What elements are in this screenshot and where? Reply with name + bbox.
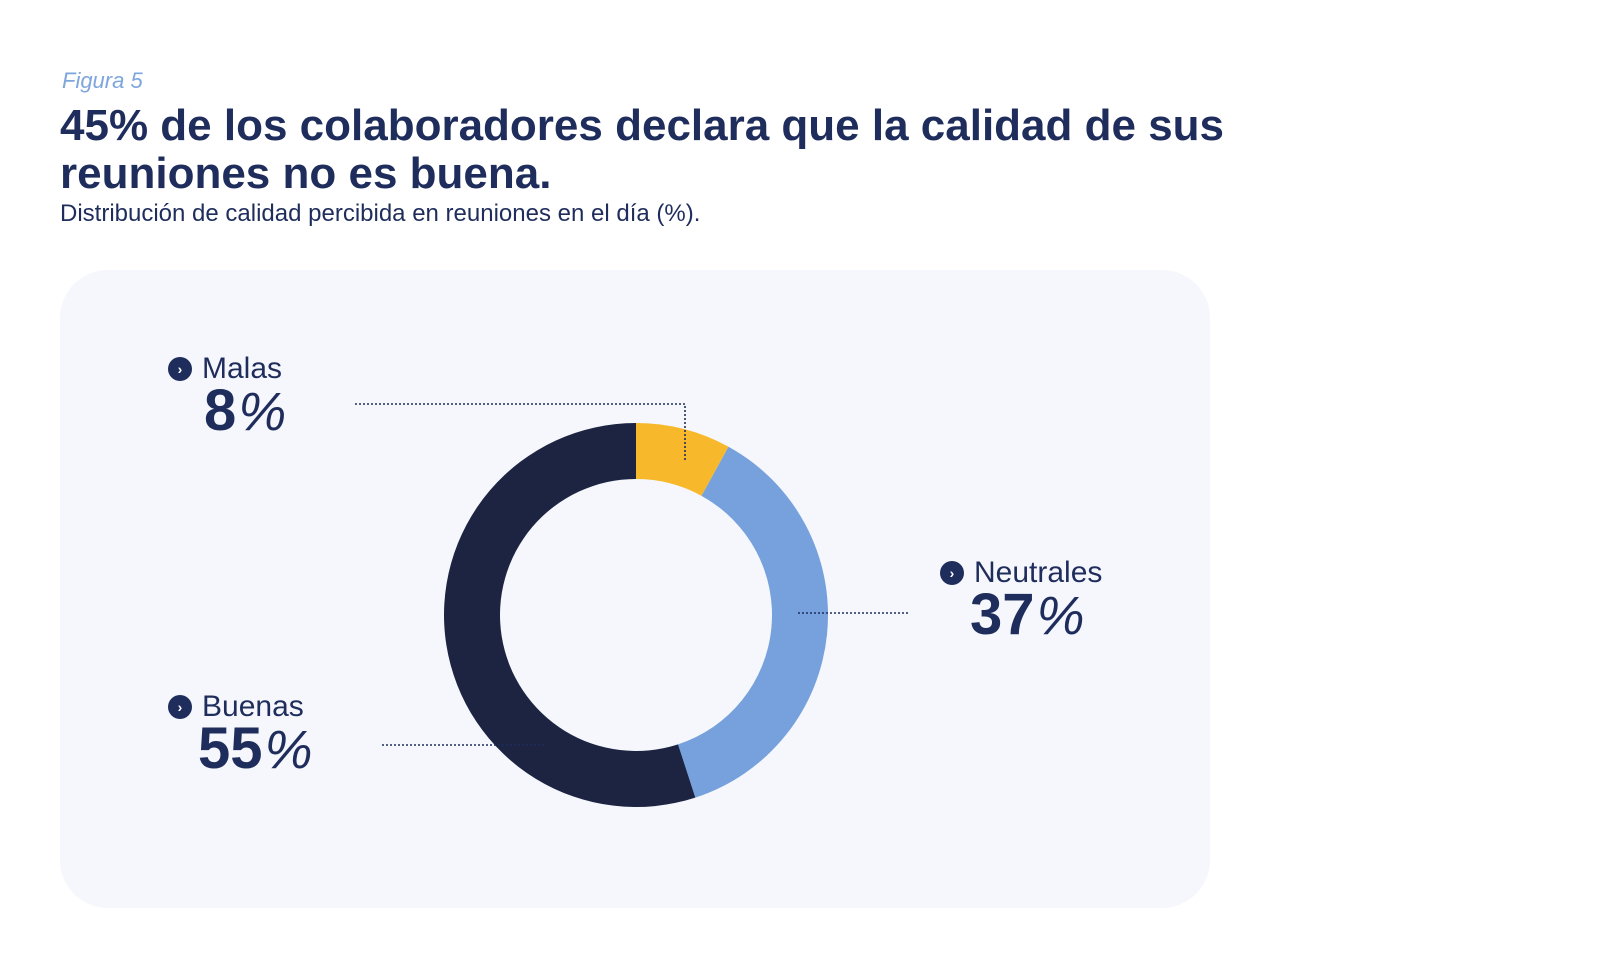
slice-label-malas: › Malas 8 % [168, 352, 286, 443]
chevron-right-icon: › [168, 357, 192, 381]
donut-slice-neutrales [678, 446, 828, 798]
leader-line-malas [355, 403, 686, 462]
chart-subtitle: Distribución de calidad percibida en reu… [60, 200, 701, 227]
slice-value: 37 [970, 582, 1035, 647]
slice-label-buenas: › Buenas 55 % [168, 690, 313, 781]
percent-sign: % [264, 720, 313, 780]
figure-label: Figura 5 [62, 68, 143, 93]
slice-name: Malas [202, 352, 283, 385]
chart-title: 45% de los colaboradores declara que la … [60, 101, 1225, 198]
slice-value: 8 [204, 378, 237, 443]
chevron-right-icon: › [940, 561, 964, 585]
slice-name: Neutrales [974, 556, 1103, 589]
chevron-right-icon: › [168, 695, 192, 719]
slice-name: Buenas [202, 690, 304, 723]
donut-slice-buenas [444, 423, 696, 807]
donut-slice-malas [636, 423, 729, 496]
slice-value: 55 [198, 716, 263, 781]
percent-sign: % [1036, 586, 1085, 646]
percent-sign: % [238, 382, 287, 442]
slice-label-neutrales: › Neutrales 37 % [940, 556, 1102, 647]
